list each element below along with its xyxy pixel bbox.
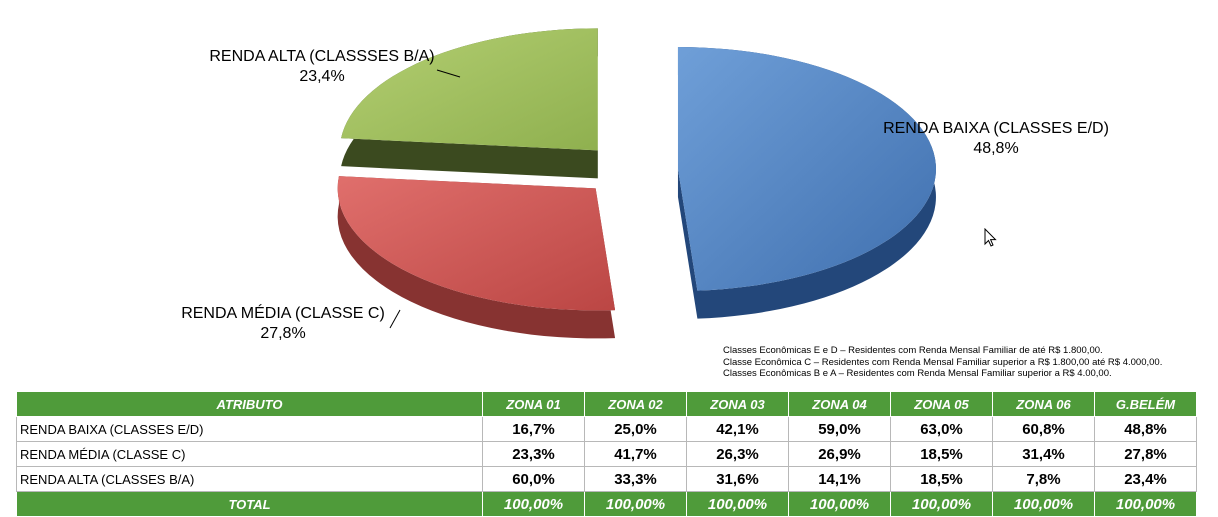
- column-header: ZONA 05: [890, 391, 993, 417]
- table-cell: 18,5%: [890, 466, 993, 492]
- slice-label-renda-media: RENDA MÉDIA (CLASSE C) 27,8%: [153, 304, 413, 344]
- income-class-notes: Classes Econômicas E e D – Residentes co…: [723, 345, 1162, 380]
- row-label: RENDA MÉDIA (CLASSE C): [16, 441, 483, 467]
- table-cell: 18,5%: [890, 441, 993, 467]
- pie-slice-side: [337, 176, 616, 339]
- pie-chart: [337, 28, 936, 339]
- table-cell: 23,4%: [1094, 466, 1197, 492]
- note-line: Classes Econômicas E e D – Residentes co…: [723, 345, 1103, 356]
- slice-value: 48,8%: [973, 140, 1019, 157]
- pie-slice-top: [337, 176, 616, 311]
- pie-slice-top: [341, 28, 598, 151]
- table-cell: 33,3%: [584, 466, 687, 492]
- row-label: RENDA ALTA (CLASSES B/A): [16, 466, 483, 492]
- table-cell: 31,4%: [992, 441, 1095, 467]
- mouse-pointer-icon: [984, 228, 997, 247]
- pie-slice-renda-media: [337, 176, 616, 339]
- table-cell: 59,0%: [788, 416, 891, 442]
- table-cell: 42,1%: [686, 416, 789, 442]
- column-header: ZONA 03: [686, 391, 789, 417]
- pie-slice-renda-baixa: [677, 47, 936, 319]
- slice-name: RENDA ALTA (CLASSSES B/A): [209, 48, 435, 65]
- column-header: G.BELÉM: [1094, 391, 1197, 417]
- slice-value: 23,4%: [299, 68, 345, 85]
- slice-label-renda-baixa: RENDA BAIXA (CLASSES E/D) 48,8%: [866, 119, 1126, 159]
- table-cell: 27,8%: [1094, 441, 1197, 467]
- table-cell: 16,7%: [482, 416, 585, 442]
- note-line: Classe Econômica C – Residentes com Rend…: [723, 356, 1163, 368]
- table-cell: 14,1%: [788, 466, 891, 492]
- table-cell: 60,0%: [482, 466, 585, 492]
- table-cell: 100,00%: [890, 491, 993, 517]
- table-header-row: ATRIBUTO ZONA 01 ZONA 02 ZONA 03 ZONA 04…: [16, 391, 1197, 417]
- table-row: RENDA MÉDIA (CLASSE C) 23,3% 41,7% 26,3%…: [16, 441, 1197, 467]
- column-header: ZONA 04: [788, 391, 891, 417]
- row-label: TOTAL: [16, 491, 483, 517]
- slice-value: 27,8%: [260, 325, 306, 342]
- income-by-zone-table: ATRIBUTO ZONA 01 ZONA 02 ZONA 03 ZONA 04…: [16, 391, 1197, 517]
- leader-line-alta: [436, 69, 461, 78]
- table-cell: 100,00%: [1094, 491, 1197, 517]
- slice-label-renda-alta: RENDA ALTA (CLASSSES B/A) 23,4%: [192, 47, 452, 87]
- table-cell: 7,8%: [992, 466, 1095, 492]
- table-cell: 26,3%: [686, 441, 789, 467]
- table-cell: 63,0%: [890, 416, 993, 442]
- table-total-row: TOTAL 100,00% 100,00% 100,00% 100,00% 10…: [16, 491, 1197, 517]
- table-cell: 100,00%: [788, 491, 891, 517]
- leader-line-media: [389, 309, 401, 329]
- table-cell: 100,00%: [584, 491, 687, 517]
- column-header: ZONA 06: [992, 391, 1095, 417]
- table-row: RENDA BAIXA (CLASSES E/D) 16,7% 25,0% 42…: [16, 416, 1197, 442]
- column-header: ZONA 01: [482, 391, 585, 417]
- table-cell: 25,0%: [584, 416, 687, 442]
- pie-slice-renda-alta: [341, 28, 598, 179]
- table-cell: 100,00%: [686, 491, 789, 517]
- slice-name: RENDA MÉDIA (CLASSE C): [181, 305, 385, 322]
- table-cell: 23,3%: [482, 441, 585, 467]
- table-cell: 100,00%: [482, 491, 585, 517]
- table-cell: 60,8%: [992, 416, 1095, 442]
- row-label: RENDA BAIXA (CLASSES E/D): [16, 416, 483, 442]
- table-cell: 100,00%: [992, 491, 1095, 517]
- note-line: Classes Econômicas B e A – Residentes co…: [723, 368, 1112, 379]
- table-cell: 41,7%: [584, 441, 687, 467]
- pie-slice-top: [677, 47, 936, 291]
- slice-name: RENDA BAIXA (CLASSES E/D): [883, 120, 1109, 137]
- column-header: ZONA 02: [584, 391, 687, 417]
- column-header: ATRIBUTO: [16, 391, 483, 417]
- table-row: RENDA ALTA (CLASSES B/A) 60,0% 33,3% 31,…: [16, 466, 1197, 492]
- table-cell: 31,6%: [686, 466, 789, 492]
- table-cell: 26,9%: [788, 441, 891, 467]
- table-cell: 48,8%: [1094, 416, 1197, 442]
